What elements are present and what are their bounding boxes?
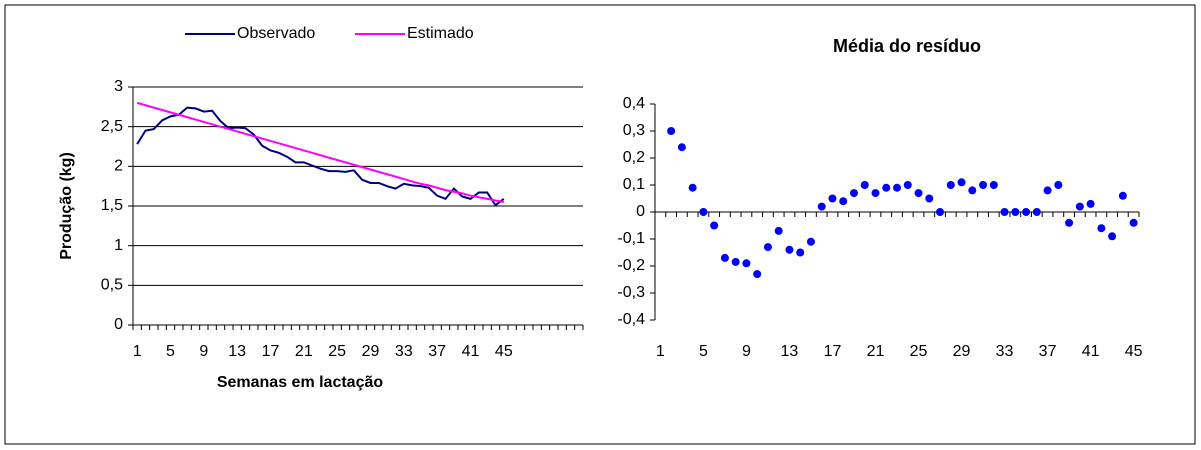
x-tick-label: 33 [996,343,1014,360]
point [957,178,966,187]
x-tick-label: 9 [199,343,208,360]
chart-title: Média do resíduo [833,36,981,56]
point [1011,208,1020,216]
y-tick-label: 1,5 [101,197,123,214]
x-tick-label: 1 [133,343,142,360]
point [796,248,805,257]
x-tick-label: 17 [262,343,280,360]
point [688,183,697,192]
x-tick-label: 29 [362,343,380,360]
point [785,245,794,254]
point [817,202,826,211]
point [774,226,783,235]
point [1118,191,1127,200]
x-tick-label: 25 [910,343,928,360]
x-tick-label: 29 [953,343,971,360]
x-tick-label: 41 [462,343,480,360]
x-tick-label: 25 [328,343,346,360]
x-axis-label: Semanas em lactação [217,374,384,391]
y-tick-label: 3 [114,78,123,95]
point [882,183,891,192]
x-tick-label: 37 [428,343,446,360]
point [742,259,751,268]
point [1075,202,1084,211]
point [839,197,848,206]
point [1097,224,1106,233]
y-tick-label: -0,1 [617,230,645,247]
point [677,143,686,152]
point [946,181,955,189]
point [968,186,977,195]
y-tick-label: 2 [114,158,123,175]
point [1022,208,1031,216]
x-tick-label: 5 [166,343,175,360]
y-tick-label: -0,2 [617,257,645,274]
y-tick-label: 0,5 [101,277,123,294]
point [1000,208,1009,216]
x-tick-label: 21 [867,343,885,360]
x-tick-label: 9 [742,343,751,360]
x-tick-label: 5 [699,343,708,360]
y-tick-label: -0,3 [617,284,645,301]
point [1108,232,1117,241]
y-tick-label: -0,4 [617,311,645,328]
series-line [136,106,505,207]
point [699,208,708,216]
point [828,194,837,203]
x-tick-label: 1 [656,343,665,360]
x-tick-label: 45 [495,343,513,360]
x-tick-label: 33 [395,343,413,360]
point [914,189,923,198]
point [1065,218,1074,227]
point [1054,181,1063,189]
frame [4,4,1196,445]
series-line [136,101,505,204]
point [731,257,740,266]
y-tick-label: 1 [114,237,123,254]
x-tick-label: 41 [1082,343,1100,360]
y-tick-label: 2,5 [101,118,123,135]
x-tick-label: 17 [824,343,842,360]
legend-label: Observado [237,25,315,42]
y-tick-label: 0,1 [623,176,645,193]
point [936,208,945,216]
point [989,181,998,189]
y-tick-label: 0 [114,316,123,333]
legend-label: Estimado [407,25,474,42]
point [1086,199,1095,208]
point [925,194,934,203]
point [871,189,880,198]
point [1129,218,1138,227]
x-tick-label: 37 [1039,343,1057,360]
point [860,181,869,189]
point [849,189,858,198]
point [763,243,772,252]
y-tick-label: 0,3 [623,122,645,139]
point [720,253,729,262]
x-tick-label: 13 [781,343,799,360]
point [903,181,912,189]
point [893,183,901,192]
y-tick-label: 0 [636,203,645,220]
point [753,270,762,279]
point [710,221,719,230]
y-tick-label: 0,4 [623,95,645,112]
y-axis-label: Produção (kg) [58,152,75,260]
point [667,127,676,135]
point [979,181,988,189]
x-tick-label: 13 [228,343,246,360]
point [1032,208,1041,216]
y-tick-label: 0,2 [623,149,645,166]
point [806,237,815,246]
x-tick-label: 21 [295,343,313,360]
x-tick-label: 45 [1125,343,1143,360]
point [1043,186,1052,195]
